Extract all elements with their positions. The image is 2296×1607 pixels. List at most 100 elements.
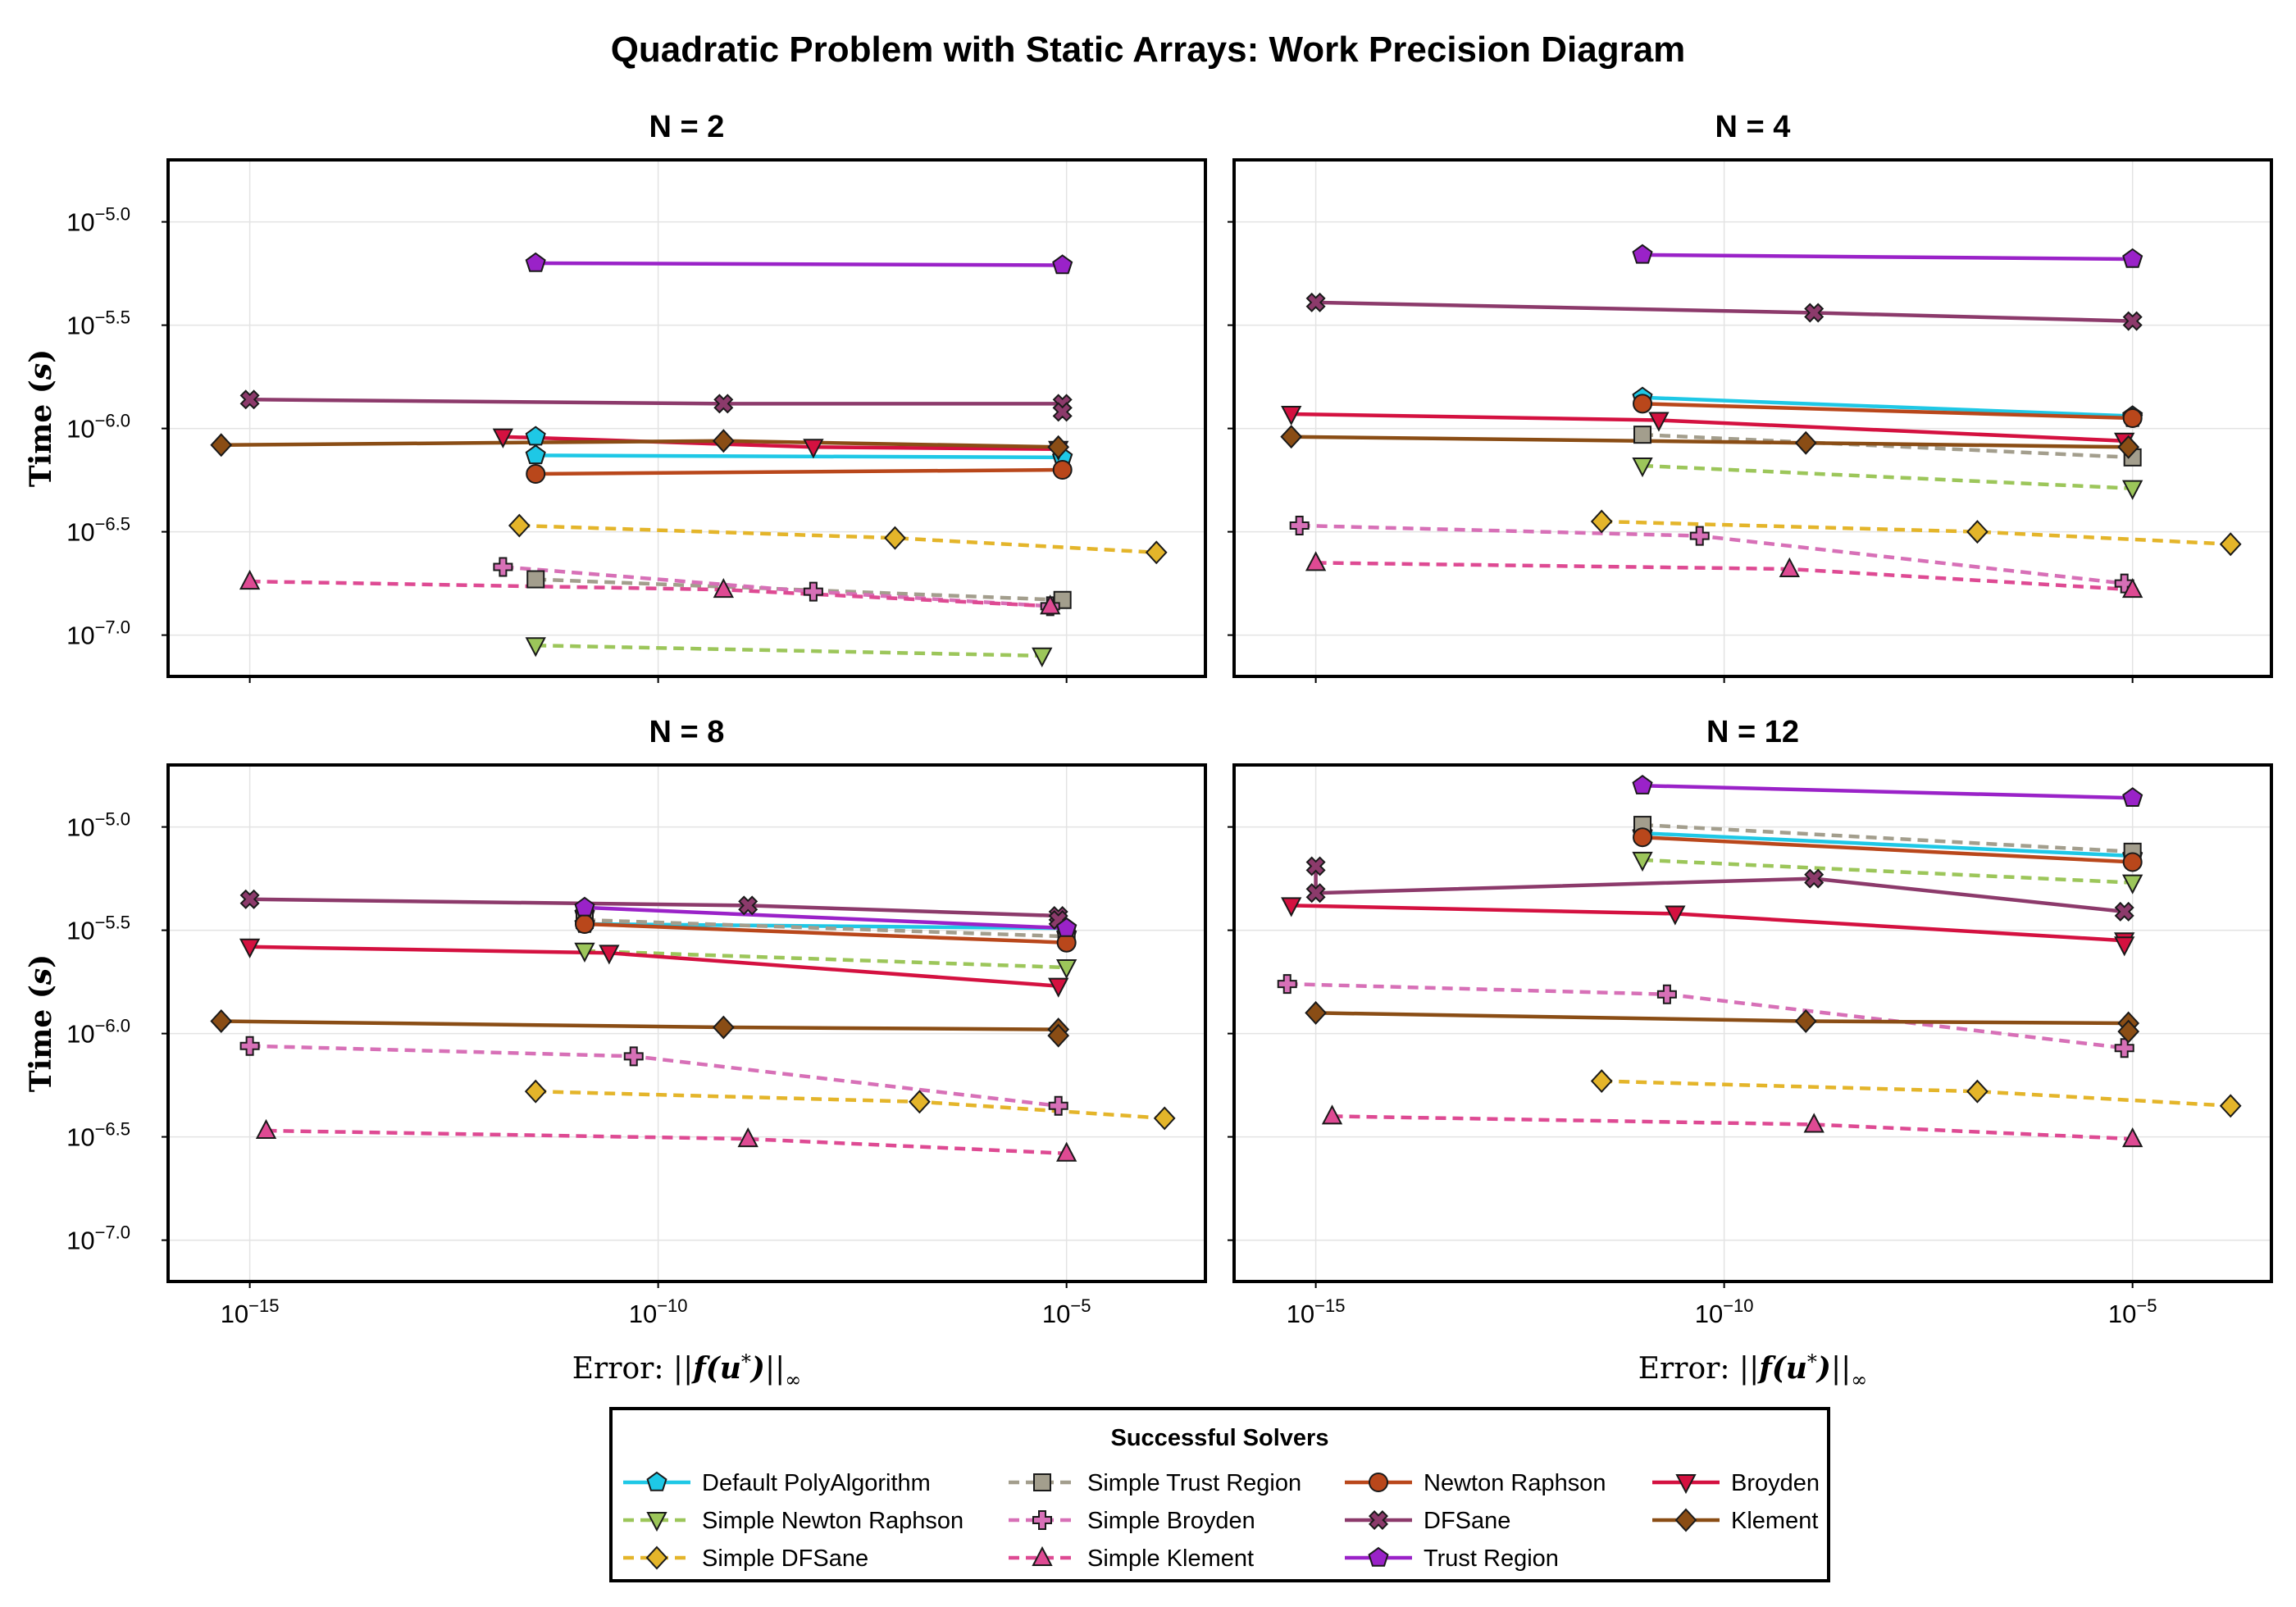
data-point	[2122, 787, 2143, 807]
data-point	[1794, 1009, 1817, 1033]
plot-frame	[166, 158, 1207, 678]
legend-label: Newton Raphson	[1424, 1470, 1606, 1496]
data-point	[574, 942, 595, 963]
ytick-label: 10−5.5	[66, 307, 130, 340]
legend-marker	[1675, 1474, 1697, 1495]
series-group	[1280, 244, 2242, 599]
series-line	[1642, 831, 2133, 858]
data-point	[1632, 851, 1653, 872]
data-point	[2122, 874, 2143, 895]
data-point	[803, 581, 823, 602]
legend-label: Simple Klement	[1087, 1546, 1254, 1572]
data-point	[1632, 244, 1653, 264]
legend-label: Simple Broyden	[1087, 1508, 1255, 1534]
x-axis-label: Error: ||f(u*)||∞	[1638, 1350, 1867, 1391]
data-point	[2219, 1094, 2242, 1118]
data-point	[2122, 852, 2143, 872]
panel-title: N = 4	[1715, 110, 1791, 144]
data-point	[1804, 303, 1824, 323]
xtick-label: 10−10	[1695, 1295, 1754, 1328]
data-point	[2219, 532, 2242, 557]
data-point	[1052, 402, 1073, 422]
series-line	[1601, 519, 2231, 546]
data-point	[2122, 248, 2143, 268]
data-point	[1966, 1079, 1988, 1104]
legend-entry: Broyden	[1652, 1470, 1820, 1496]
series-line	[1642, 858, 2133, 885]
ytick-label: 10−7.0	[66, 1222, 130, 1255]
legend-marker	[1032, 1546, 1053, 1566]
data-point	[1590, 1069, 1613, 1094]
data-point	[526, 464, 546, 485]
legend: Successful Solvers Default PolyAlgorithm S…	[609, 1407, 1830, 1582]
ytick-label: 10−5.5	[66, 913, 130, 945]
ytick-label: 10−5.0	[66, 809, 130, 842]
series-line	[535, 261, 1063, 267]
data-point	[1048, 977, 1069, 998]
legend-marker	[1674, 1508, 1697, 1532]
data-point	[1056, 958, 1077, 980]
legend-title: Successful Solvers	[1111, 1425, 1329, 1451]
data-point	[909, 1090, 931, 1114]
series-line	[1601, 1079, 2231, 1109]
data-point	[1590, 509, 1613, 534]
series-line	[535, 643, 1042, 658]
data-point	[738, 895, 758, 916]
y-axis-label: Time (s)	[24, 349, 58, 487]
plot-frame	[1232, 763, 2273, 1283]
data-point	[1305, 856, 1326, 876]
legend-entry: Simple Newton Raphson	[623, 1508, 963, 1534]
legend-label: Default PolyAlgorithm	[702, 1470, 931, 1496]
data-point	[239, 1036, 260, 1056]
data-point	[1052, 460, 1073, 480]
data-point	[1305, 292, 1326, 312]
data-point	[492, 428, 514, 448]
data-point	[1056, 917, 1077, 937]
data-point	[1032, 647, 1053, 667]
panels-group: N = 2 10−7.0 10−6.5 10−6.0 10−5.5 10−5.0 Time …	[24, 110, 2273, 1391]
data-point	[1803, 1113, 1824, 1133]
legend-marker	[1368, 1509, 1389, 1531]
series-line	[535, 467, 1063, 476]
data-point	[884, 526, 906, 550]
series-line	[584, 905, 1067, 931]
series-line	[1642, 402, 2133, 421]
data-point	[239, 389, 260, 410]
data-point	[524, 1079, 547, 1104]
legend-label: Simple DFSane	[702, 1546, 868, 1572]
series-line	[584, 949, 1067, 970]
data-point	[574, 896, 595, 917]
data-point	[2114, 1038, 2134, 1058]
legend-label: Broyden	[1731, 1470, 1820, 1496]
data-point	[1056, 1141, 1077, 1162]
data-point	[2117, 1019, 2140, 1044]
series-line	[266, 1128, 1067, 1156]
data-point	[2122, 408, 2143, 428]
data-point	[574, 914, 594, 935]
data-point	[210, 433, 233, 458]
data-point	[1656, 984, 1677, 1004]
data-point	[2122, 1127, 2143, 1148]
data-point	[239, 889, 260, 909]
data-point	[1632, 457, 1653, 478]
data-point	[1277, 974, 1297, 995]
data-point	[239, 938, 261, 958]
ytick-label: 10−6.0	[66, 1016, 130, 1049]
data-point	[239, 569, 261, 590]
series-line	[1642, 783, 2133, 800]
series-line	[1314, 866, 2125, 914]
data-point	[712, 1015, 735, 1040]
data-point	[2122, 311, 2143, 331]
data-point	[1281, 405, 1302, 426]
data-point	[1305, 551, 1327, 571]
legend-marker	[645, 1546, 668, 1570]
legend-label: Simple Newton Raphson	[702, 1508, 963, 1534]
legend-marker	[1033, 1473, 1051, 1491]
data-point	[623, 1046, 644, 1067]
series-group	[210, 889, 1176, 1162]
data-point	[2122, 578, 2143, 599]
data-point	[2114, 936, 2135, 957]
data-point	[525, 637, 546, 658]
panel-4: N = 12 10−15 10−10 10−5 Error: ||f(u*)||∞	[1228, 715, 2273, 1391]
